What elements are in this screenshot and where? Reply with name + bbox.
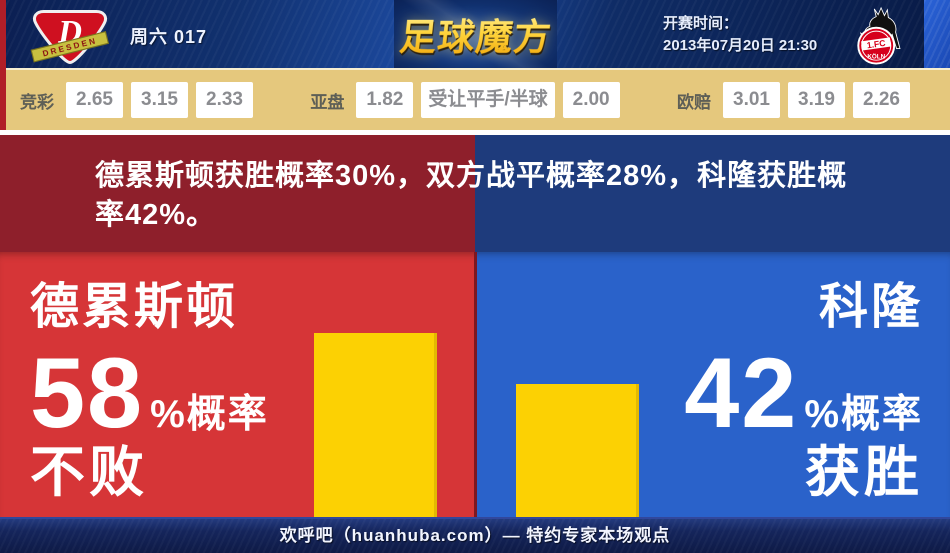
odds-group-yapan: 亚盘 1.82 受让平手/半球 2.00 [310,82,620,118]
yapan-away-odds: 2.00 [562,82,620,118]
odds-group-oupei: 欧赔 3.01 3.19 2.26 [677,82,910,118]
away-team-name: 科隆 [818,280,923,334]
koln-badge-text-bottom: KÖLN [867,51,885,60]
odds-bar: 竞彩 2.65 3.15 2.33 亚盘 1.82 受让平手/半球 2.00 欧… [0,68,950,130]
summary-text-line2: 率42%。 [95,199,217,231]
away-team-crest-icon: 1.FC KÖLN [852,4,914,66]
away-probability-row: 42 %概率 [684,337,923,448]
kickoff-time: 2013年07月20日 21:30 [663,37,818,54]
away-panel: 科隆 42 %概率 获胜 [684,280,923,503]
odds-group-jingcai: 竞彩 2.65 3.15 2.33 [20,82,253,118]
jingcai-away-odds: 2.33 [196,82,253,118]
away-probability-value: 42 [684,337,799,448]
header: D DRESDEN 周六 017 足球魔方 开赛时间： 2013年07月20日 … [0,0,950,130]
right-edge-stripe [924,0,950,68]
home-team-name: 德累斯顿 [30,280,239,334]
kickoff-label: 开赛时间： [663,15,739,32]
summary-banner: 德累斯顿获胜概率30%，双方战平概率28%，科隆获胜概 率42%。 [0,135,950,252]
oupei-home-odds: 3.01 [723,82,780,118]
probability-chart: 德累斯顿 58 %概率 不败 科隆 42 %概率 获胜 [0,252,950,517]
yapan-label: 亚盘 [310,92,345,112]
summary-text-line1: 德累斯顿获胜概率30%，双方战平概率28%，科隆获胜概 [95,160,848,192]
oupei-draw-odds: 3.19 [788,82,845,118]
panel-divider [474,252,477,517]
match-number-label: 周六 017 [130,27,208,47]
home-probability-bar [314,333,437,517]
home-probability-suffix: %概率 [150,393,269,436]
site-logo-panel: 足球魔方 [394,0,557,68]
away-outcome-label: 获胜 [804,441,923,503]
home-probability-value: 58 [30,337,145,448]
oupei-label: 欧赔 [677,92,711,112]
home-panel: 德累斯顿 58 %概率 不败 [30,280,269,503]
jingcai-draw-odds: 3.15 [131,82,188,118]
away-probability-bar [516,384,639,517]
footer: 欢呼吧（huanhuba.com）— 特约专家本场观点 [0,517,950,553]
kickoff-info: 开赛时间： 2013年07月20日 21:30 [663,13,817,57]
away-probability-suffix: %概率 [804,393,923,436]
jingcai-home-odds: 2.65 [66,82,123,118]
oupei-away-odds: 2.26 [853,82,910,118]
site-logo: 足球魔方 [397,7,555,61]
divider [0,130,950,135]
koln-badge-text-top: 1.FC [866,38,887,51]
home-outcome-label: 不败 [30,441,149,503]
jingcai-label: 竞彩 [20,92,54,112]
left-edge-stripe [0,0,6,130]
yapan-home-odds: 1.82 [356,82,414,118]
yapan-handicap: 受让平手/半球 [421,82,555,118]
home-team-crest-icon: D DRESDEN [28,7,112,67]
footer-text: 欢呼吧（huanhuba.com）— 特约专家本场观点 [279,526,671,545]
home-probability-row: 58 %概率 [30,337,269,448]
